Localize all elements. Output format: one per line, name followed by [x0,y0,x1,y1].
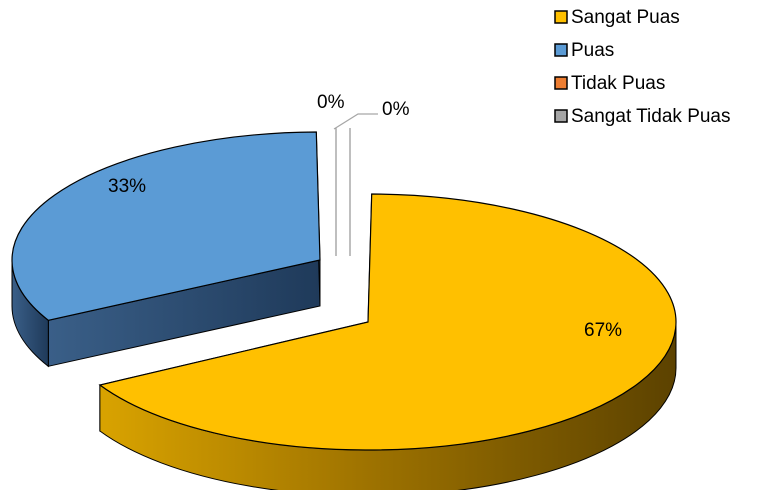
legend-item-sangat-tidak-puas: Sangat Tidak Puas [554,106,731,127]
legend-swatch-sangat-tidak-puas [554,109,568,123]
legend-swatch-sangat-puas [554,10,568,24]
legend-label-sangat-tidak-puas: Sangat Tidak Puas [571,106,731,127]
legend: Sangat Puas Puas Tidak Puas Sangat Tidak… [554,7,731,127]
legend-swatch-tidak-puas [554,76,568,90]
legend-label-puas: Puas [571,40,614,61]
legend-item-tidak-puas: Tidak Puas [554,73,665,94]
legend-label-sangat-puas: Sangat Puas [571,7,680,28]
legend-label-tidak-puas: Tidak Puas [571,73,665,94]
data-label-sangat-puas: 67% [584,320,622,341]
data-label-tidak-puas: 0% [317,92,345,113]
data-label-puas: 33% [108,176,146,197]
data-label-sangat-tidak-puas: 0% [382,99,410,120]
pie-slices [11,128,677,490]
legend-item-puas: Puas [554,40,614,61]
leader-line-sangat-tidak-puas [333,113,378,130]
legend-item-sangat-puas: Sangat Puas [554,7,680,28]
slice-puas [11,131,321,321]
slice-sangat-puas [98,193,677,451]
legend-swatch-puas [554,43,568,57]
